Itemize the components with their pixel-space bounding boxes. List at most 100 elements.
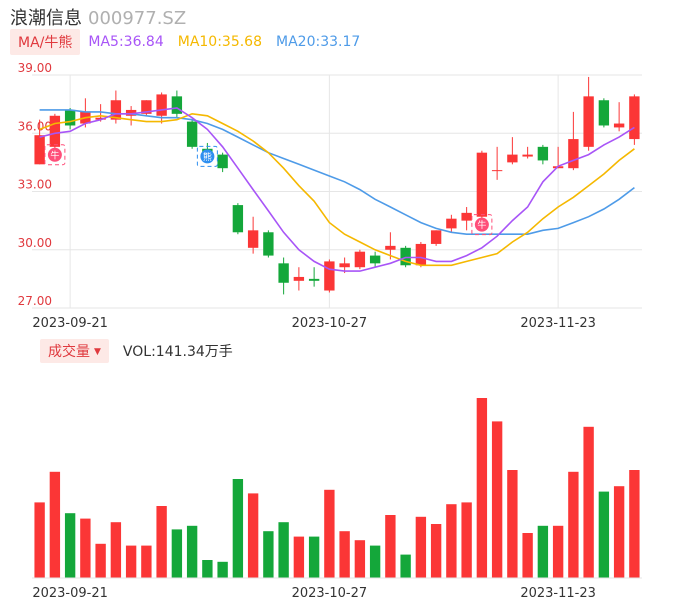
date-tick-label: 2023-09-21 xyxy=(32,316,108,331)
candle-body xyxy=(64,109,76,126)
candle-body xyxy=(369,255,381,264)
volume-bar xyxy=(95,543,106,578)
volume-bar xyxy=(80,518,91,578)
candle-body xyxy=(583,96,594,147)
volume-value: VOL:141.34万手 xyxy=(122,344,233,360)
marker-text: 牛 xyxy=(477,219,486,231)
ma10-line xyxy=(39,112,635,267)
candle-body xyxy=(507,154,518,163)
candle-body xyxy=(232,205,244,233)
stock-name: 浪潮信息 xyxy=(10,8,82,29)
volume-bar xyxy=(278,522,289,578)
volume-bar xyxy=(354,540,366,578)
candle xyxy=(522,146,533,159)
candle-body xyxy=(400,247,411,266)
candle-body xyxy=(461,212,472,221)
volume-bar xyxy=(263,531,274,578)
candle xyxy=(583,76,594,151)
ma5-line xyxy=(39,107,635,272)
marker-text: 牛 xyxy=(50,149,59,161)
candle-body xyxy=(430,230,442,244)
candle-body xyxy=(354,251,366,268)
candle-body xyxy=(171,96,183,114)
volume-bar xyxy=(125,545,137,578)
volume-bar xyxy=(476,398,488,578)
price-tick-label: 33.00 xyxy=(18,178,52,192)
candle xyxy=(613,102,625,132)
ma10-label: MA10:35.68 xyxy=(177,34,263,50)
volume-bar xyxy=(415,516,427,578)
candle xyxy=(308,267,320,287)
bull-icon xyxy=(474,217,489,232)
volume-bar xyxy=(552,525,564,578)
candle xyxy=(156,92,167,124)
candle xyxy=(537,144,549,165)
bull-marker: 牛 xyxy=(471,214,493,236)
candle xyxy=(247,216,259,254)
bull-icon xyxy=(47,147,62,162)
candle-body xyxy=(110,100,122,120)
volume-bar xyxy=(446,504,457,578)
candle xyxy=(400,245,411,268)
volume-indicator-selector[interactable]: 成交量 ▼ xyxy=(40,339,109,363)
volume-bar xyxy=(156,506,167,578)
volume-bar xyxy=(110,522,122,578)
candle xyxy=(324,259,335,293)
candle-body xyxy=(125,109,137,116)
candle-body xyxy=(598,100,610,126)
volume-bar xyxy=(491,421,503,578)
candle xyxy=(507,137,518,165)
marker-frame xyxy=(44,144,66,166)
volume-bar xyxy=(598,491,610,578)
candle xyxy=(293,267,305,291)
stock-code: 000977.SZ xyxy=(88,8,187,29)
volume-bar xyxy=(583,426,594,578)
volume-bar xyxy=(186,525,198,578)
candle xyxy=(278,257,289,295)
candle xyxy=(49,113,61,149)
volume-date-tick-label: 2023-09-21 xyxy=(32,586,108,601)
price-tick-label: 39.00 xyxy=(18,61,52,75)
ma5-label: MA5:36.84 xyxy=(88,34,164,50)
volume-bar xyxy=(522,533,533,578)
candle-body xyxy=(247,230,259,248)
candle-body xyxy=(339,263,350,268)
price-tick-label: 30.00 xyxy=(18,236,52,250)
candle xyxy=(415,241,427,268)
marker-frame xyxy=(471,214,493,236)
indicator-selector[interactable]: MA/牛熊 xyxy=(10,29,81,55)
candle-body xyxy=(156,94,167,116)
candle xyxy=(263,230,274,258)
candle xyxy=(217,152,228,173)
candle xyxy=(598,98,610,128)
candle xyxy=(476,150,488,219)
marker-text: 熊 xyxy=(203,151,212,163)
candle-body xyxy=(491,170,503,172)
volume-bar xyxy=(568,471,579,578)
candle-body xyxy=(446,218,457,229)
ma-legend: MA/牛熊 MA5:36.84 MA10:35.68 MA20:33.17 xyxy=(10,29,374,55)
ma20-label: MA20:33.17 xyxy=(276,34,361,50)
candle-body xyxy=(415,243,427,266)
date-tick-label: 2023-11-23 xyxy=(520,316,596,331)
volume-bar xyxy=(247,493,259,578)
candle xyxy=(461,207,472,231)
candle-body xyxy=(263,232,274,256)
candle-body xyxy=(308,278,320,281)
volume-bar xyxy=(324,489,335,578)
candle xyxy=(354,249,366,270)
volume-bar xyxy=(629,470,640,578)
dropdown-arrow-icon: ▼ xyxy=(94,347,101,357)
candle-body xyxy=(186,121,198,147)
candle xyxy=(141,100,152,116)
volume-legend: 成交量 ▼ VOL:141.34万手 xyxy=(40,339,233,363)
volume-bar xyxy=(430,524,442,578)
volume-bar xyxy=(49,471,61,578)
volume-date-tick-label: 2023-10-27 xyxy=(292,586,368,601)
candle xyxy=(64,108,76,130)
date-tick-label: 2023-10-27 xyxy=(292,316,368,331)
ma20-line xyxy=(39,109,635,235)
candle xyxy=(34,119,45,165)
volume-bar xyxy=(34,502,45,578)
